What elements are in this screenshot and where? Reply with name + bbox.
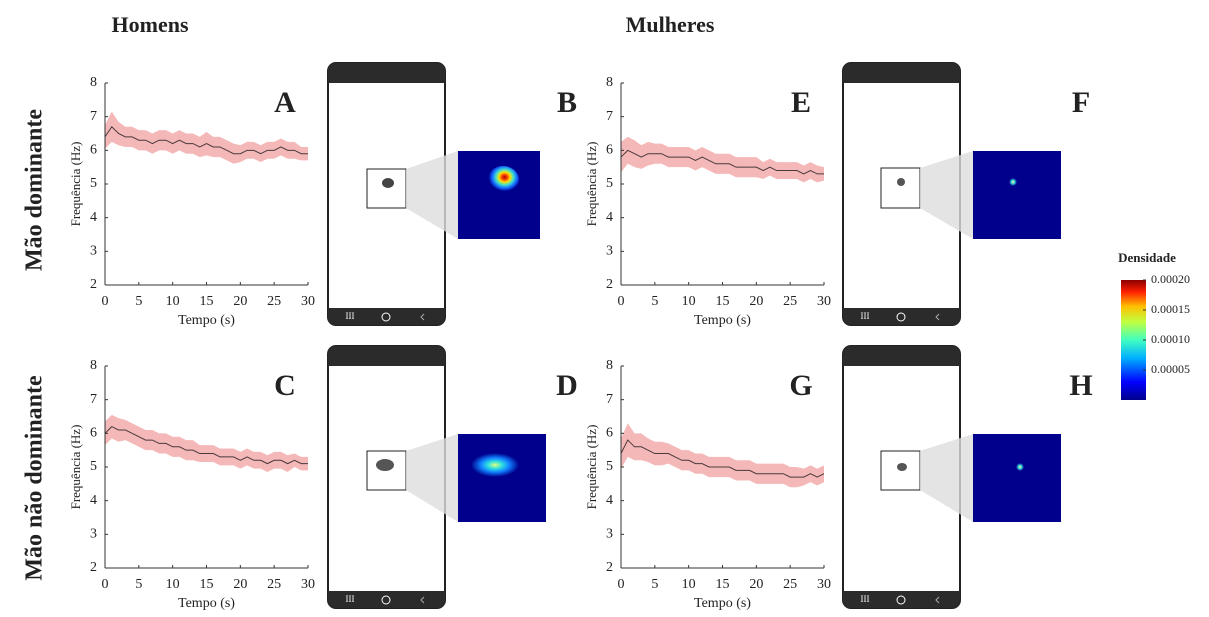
figure: Homens Mulheres Mão dominante Mão não do… <box>0 0 1209 617</box>
panel-letter: D <box>556 369 578 402</box>
x-tick-label: 15 <box>200 577 214 592</box>
y-tick-label: 4 <box>606 210 613 225</box>
x-tick-label: 5 <box>135 577 142 592</box>
colorbar <box>1121 280 1146 400</box>
x-tick-label: 0 <box>102 294 109 309</box>
y-tick-label: 4 <box>90 210 97 225</box>
y-tick-label: 5 <box>90 176 97 191</box>
y-tick-label: 7 <box>90 109 97 124</box>
y-tick-label: 8 <box>90 358 97 373</box>
x-tick-label: 5 <box>135 294 142 309</box>
y-tick-label: 3 <box>90 527 97 542</box>
y-tick-label: 2 <box>90 277 97 292</box>
y-tick-label: 7 <box>606 109 613 124</box>
svg-text:III: III <box>861 311 870 321</box>
x-tick-label: 0 <box>618 294 625 309</box>
x-tick-label: 30 <box>817 294 831 309</box>
x-axis-label: Tempo (s) <box>178 596 235 611</box>
x-tick-label: 20 <box>749 294 763 309</box>
panel-letter: A <box>274 86 296 119</box>
y-tick-label: 2 <box>606 277 613 292</box>
y-axis-label: Frequência (Hz) <box>584 142 599 227</box>
colorbar-tick-label: 0.00015 <box>1151 302 1190 316</box>
colorbar-tick-label: 0.00005 <box>1151 362 1190 376</box>
row-header: Mão não dominante <box>22 375 48 581</box>
x-tick-label: 5 <box>651 294 658 309</box>
x-tick-label: 10 <box>682 577 696 592</box>
x-tick-label: 30 <box>817 577 831 592</box>
colorbar-tick-label: 0.00010 <box>1151 332 1190 346</box>
x-tick-label: 20 <box>233 577 247 592</box>
x-tick-label: 15 <box>716 294 730 309</box>
x-tick-label: 5 <box>651 577 658 592</box>
x-tick-label: 10 <box>682 294 696 309</box>
column-header: Mulheres <box>626 12 715 37</box>
x-tick-label: 25 <box>783 577 797 592</box>
x-axis-label: Tempo (s) <box>694 596 751 611</box>
x-axis-label: Tempo (s) <box>178 313 235 328</box>
y-tick-label: 4 <box>90 493 97 508</box>
y-tick-label: 6 <box>90 143 97 158</box>
row-header: Mão dominante <box>22 109 48 271</box>
y-tick-label: 2 <box>90 560 97 575</box>
y-tick-label: 5 <box>606 459 613 474</box>
y-tick-label: 6 <box>606 426 613 441</box>
x-tick-label: 0 <box>102 577 109 592</box>
error-band <box>621 137 824 182</box>
colorbar-title: Densidade <box>1118 250 1176 265</box>
y-tick-label: 3 <box>90 244 97 259</box>
y-tick-label: 6 <box>90 426 97 441</box>
y-tick-label: 5 <box>606 176 613 191</box>
phone-images: III III III <box>328 63 1061 608</box>
x-tick-label: 30 <box>301 294 315 309</box>
svg-text:III: III <box>346 594 355 604</box>
y-axis-label: Frequência (Hz) <box>68 425 83 510</box>
y-tick-label: 4 <box>606 493 613 508</box>
y-tick-label: 8 <box>606 75 613 90</box>
x-tick-label: 30 <box>301 577 315 592</box>
x-tick-label: 20 <box>233 294 247 309</box>
panel-letter: C <box>274 369 296 402</box>
y-tick-label: 3 <box>606 527 613 542</box>
svg-text:III: III <box>346 311 355 321</box>
y-tick-label: 8 <box>90 75 97 90</box>
panel-letter: B <box>557 86 577 119</box>
x-tick-label: 10 <box>166 577 180 592</box>
x-tick-label: 25 <box>783 294 797 309</box>
error-band <box>105 112 308 164</box>
error-band <box>105 415 308 472</box>
y-tick-label: 2 <box>606 560 613 575</box>
y-tick-label: 7 <box>90 392 97 407</box>
x-axis-label: Tempo (s) <box>694 313 751 328</box>
y-axis-label: Frequência (Hz) <box>584 425 599 510</box>
error-band <box>621 423 824 487</box>
x-tick-label: 15 <box>716 577 730 592</box>
panel-letter: F <box>1072 86 1090 119</box>
y-tick-label: 3 <box>606 244 613 259</box>
x-tick-label: 25 <box>267 294 281 309</box>
y-tick-label: 5 <box>90 459 97 474</box>
colorbar-tick-label: 0.00020 <box>1151 272 1190 286</box>
x-tick-label: 15 <box>200 294 214 309</box>
x-tick-label: 10 <box>166 294 180 309</box>
y-tick-label: 7 <box>606 392 613 407</box>
x-tick-label: 20 <box>749 577 763 592</box>
y-axis-label: Frequência (Hz) <box>68 142 83 227</box>
x-tick-label: 25 <box>267 577 281 592</box>
panel-letter: E <box>791 86 811 119</box>
y-tick-label: 6 <box>606 143 613 158</box>
x-tick-label: 0 <box>618 577 625 592</box>
panel-letter: H <box>1069 369 1092 402</box>
y-tick-label: 8 <box>606 358 613 373</box>
svg-text:III: III <box>861 594 870 604</box>
column-header: Homens <box>112 12 189 37</box>
panel-letter: G <box>789 369 812 402</box>
